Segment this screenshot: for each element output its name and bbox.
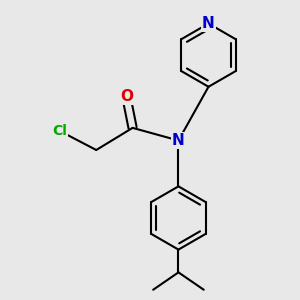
Text: O: O bbox=[120, 89, 133, 104]
Text: Cl: Cl bbox=[52, 124, 67, 138]
Text: N: N bbox=[202, 16, 215, 31]
Text: N: N bbox=[172, 133, 185, 148]
